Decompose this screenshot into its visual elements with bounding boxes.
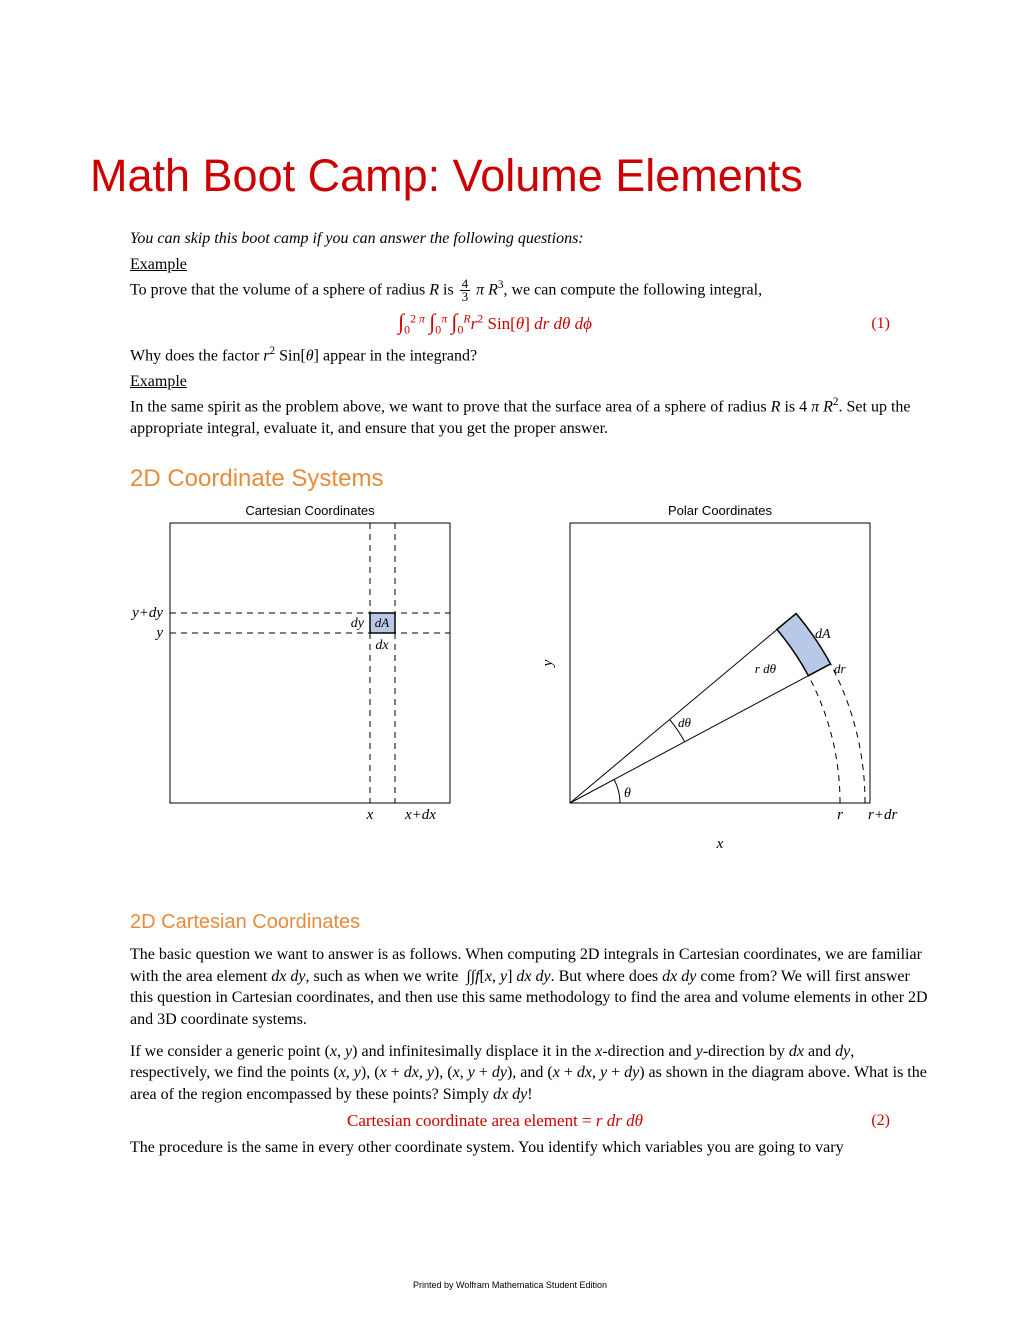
intro-text: You can skip this boot camp if you can a… <box>130 230 930 248</box>
equation-2: Cartesian coordinate area element = r dr… <box>130 1111 890 1131</box>
svg-text:y+dy: y+dy <box>130 605 163 621</box>
svg-text:dx: dx <box>375 638 389 653</box>
example-label-1: Example <box>130 256 930 274</box>
para-2: If we consider a generic point (x, y) an… <box>130 1041 930 1106</box>
para-1: The basic question we want to answer is … <box>130 944 930 1030</box>
question-1: Why does the factor r2 Sin[θ] appear in … <box>130 344 930 367</box>
page-title: Math Boot Camp: Volume Elements <box>90 150 930 202</box>
svg-text:θ: θ <box>624 786 631 801</box>
footer-text: Printed by Wolfram Mathematica Student E… <box>0 1280 1020 1290</box>
section-2d-title: 2D Coordinate Systems <box>130 465 930 493</box>
svg-text:r dθ: r dθ <box>755 661 777 676</box>
svg-text:x: x <box>716 836 724 852</box>
diagrams-row: Cartesian Coordinates y y+dy x x+dx dx d… <box>130 503 930 883</box>
svg-text:dr: dr <box>834 661 847 676</box>
section-2d-cartesian: 2D Cartesian Coordinates <box>130 911 930 934</box>
svg-text:dy: dy <box>351 616 365 631</box>
para-3: The procedure is the same in every other… <box>130 1137 930 1159</box>
example-1-text: To prove that the volume of a sphere of … <box>130 278 930 303</box>
svg-text:Polar Coordinates: Polar Coordinates <box>668 503 773 518</box>
svg-text:Cartesian Coordinates: Cartesian Coordinates <box>245 503 375 518</box>
example-2-text: In the same spirit as the problem above,… <box>130 395 930 440</box>
cartesian-diagram: Cartesian Coordinates y y+dy x x+dx dx d… <box>130 503 490 853</box>
svg-text:y: y <box>154 625 163 641</box>
svg-text:dθ: dθ <box>678 715 692 730</box>
svg-text:r: r <box>837 807 843 823</box>
svg-text:dA: dA <box>815 627 831 642</box>
svg-text:x+dx: x+dx <box>404 807 436 823</box>
example-label-2: Example <box>130 373 930 391</box>
equation-1: ∫02 π ∫0π ∫0Rr2 Sin[θ] dr dθ dϕ (1) <box>130 309 890 337</box>
svg-text:r+dr: r+dr <box>868 807 897 823</box>
svg-text:x: x <box>366 807 374 823</box>
polar-diagram: Polar Coordinates dA dr r dθ θ dθ r r+dr… <box>530 503 930 883</box>
svg-text:dA: dA <box>375 615 390 630</box>
eq-number-2: (2) <box>860 1112 890 1130</box>
svg-text:y: y <box>540 659 556 668</box>
eq-number-1: (1) <box>860 315 890 333</box>
